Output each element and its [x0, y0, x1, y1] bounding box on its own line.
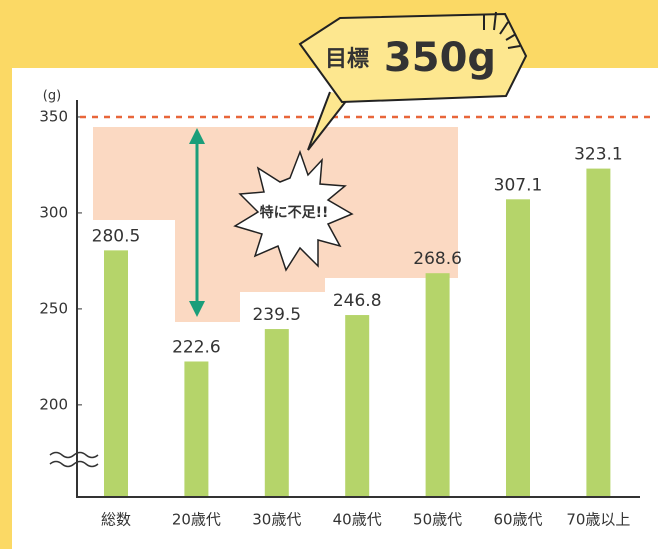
value-label: 268.6: [413, 249, 462, 269]
y-tick-label: 350: [39, 107, 68, 125]
bar: [265, 329, 289, 497]
x-tick-label: 40歳代: [333, 511, 382, 529]
bar: [345, 315, 369, 497]
value-label: 323.1: [574, 145, 623, 165]
bar: [426, 273, 450, 497]
y-unit: (g): [43, 89, 61, 104]
y-tick-label: 250: [39, 299, 68, 317]
value-label: 307.1: [494, 175, 543, 195]
x-tick-label: 70歳以上: [566, 511, 630, 529]
value-label: 239.5: [252, 305, 301, 325]
bar: [586, 169, 610, 497]
x-tick-label: 30歳代: [252, 511, 301, 529]
target-label: 目標: [325, 47, 369, 72]
bar: [506, 199, 530, 497]
value-label: 246.8: [333, 291, 382, 311]
x-tick-label: 20歳代: [172, 511, 221, 529]
bar: [104, 250, 128, 497]
x-tick-label: 総数: [101, 511, 131, 529]
target-value-label: 350g: [384, 35, 496, 81]
y-tick-label: 200: [39, 395, 68, 413]
value-label: 280.5: [92, 226, 141, 246]
x-tick-label: 50歳代: [413, 511, 462, 529]
value-label: 222.6: [172, 337, 221, 357]
callout-text: 特に不足!!: [260, 204, 329, 221]
chart: 200 250 300 350 280.5 総数 222.6 20歳代 239.5 30歳代 246…: [0, 0, 658, 549]
bar: [184, 361, 208, 497]
y-tick-label: 300: [39, 203, 68, 221]
x-tick-label: 60歳代: [493, 511, 542, 529]
